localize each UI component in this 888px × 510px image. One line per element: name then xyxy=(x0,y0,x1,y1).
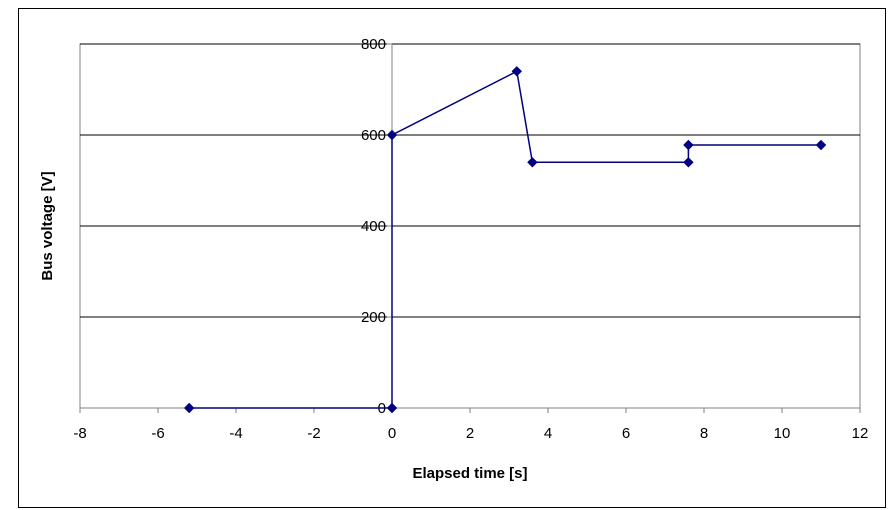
series-layer xyxy=(183,66,827,414)
data-point-marker xyxy=(527,157,538,168)
series-line xyxy=(189,70,821,409)
x-tick-label: -6 xyxy=(151,425,164,442)
x-tick-label: -8 xyxy=(73,425,86,442)
y-tick-label: 400 xyxy=(361,218,386,235)
y-tick-label: 800 xyxy=(361,36,386,53)
x-tick-label: 2 xyxy=(466,425,474,442)
x-axis-title: Elapsed time [s] xyxy=(412,465,527,482)
x-tick-label: -4 xyxy=(229,425,242,442)
data-point-marker xyxy=(683,139,694,151)
y-tick-label: 600 xyxy=(361,127,386,144)
x-tick-label: 4 xyxy=(544,425,552,442)
gridlines xyxy=(80,43,860,409)
x-tick-label: 10 xyxy=(774,425,791,442)
data-point-marker xyxy=(683,157,694,168)
data-point-marker xyxy=(386,402,398,414)
chart-frame xyxy=(18,8,886,508)
data-point-marker xyxy=(183,402,195,414)
x-tick-label: 0 xyxy=(388,425,396,442)
x-tick-label: 8 xyxy=(700,425,708,442)
data-point-marker xyxy=(815,139,827,151)
y-tick-label: 200 xyxy=(361,309,386,326)
x-tick-label: -2 xyxy=(307,425,320,442)
x-tick-label: 12 xyxy=(852,425,869,442)
data-point-marker xyxy=(511,66,523,77)
x-tick-label: 6 xyxy=(622,425,630,442)
y-axis-title: Bus voltage [V] xyxy=(39,171,56,280)
data-point-marker xyxy=(386,129,398,141)
x-tick-labels: -8 -6 -4 -2 0 2 4 6 8 10 12 xyxy=(73,408,868,442)
